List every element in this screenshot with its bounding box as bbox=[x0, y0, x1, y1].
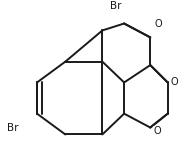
Text: O: O bbox=[153, 126, 161, 136]
Text: Br: Br bbox=[110, 1, 121, 11]
Text: Br: Br bbox=[6, 122, 18, 133]
Text: O: O bbox=[171, 77, 179, 87]
Text: O: O bbox=[155, 19, 162, 29]
